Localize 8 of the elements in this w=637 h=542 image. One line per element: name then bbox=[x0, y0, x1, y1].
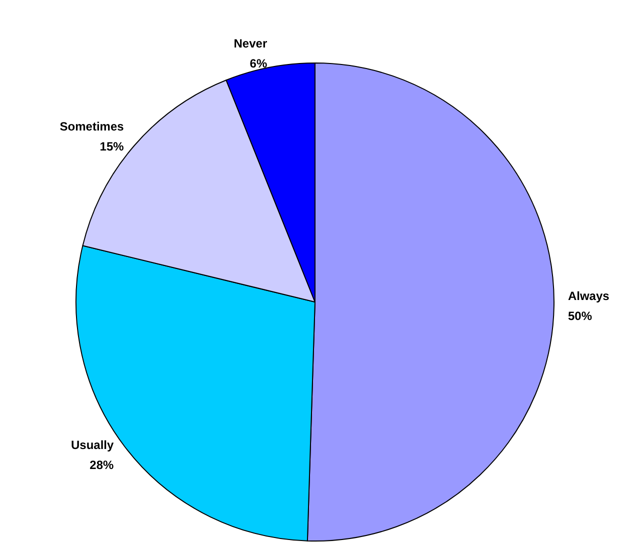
data-label: 50% bbox=[568, 309, 592, 324]
data-label: 28% bbox=[90, 458, 114, 472]
slice-label: Sometimes bbox=[60, 119, 124, 134]
data-label: 6% bbox=[250, 56, 268, 71]
slice-label: Usually bbox=[70, 438, 114, 452]
slice-label: Always bbox=[568, 289, 610, 304]
data-label: 15% bbox=[100, 139, 124, 154]
slice-label: Never bbox=[234, 36, 268, 51]
